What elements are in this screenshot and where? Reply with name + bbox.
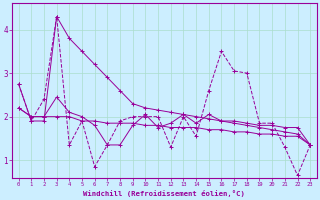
X-axis label: Windchill (Refroidissement éolien,°C): Windchill (Refroidissement éolien,°C) (84, 190, 245, 197)
